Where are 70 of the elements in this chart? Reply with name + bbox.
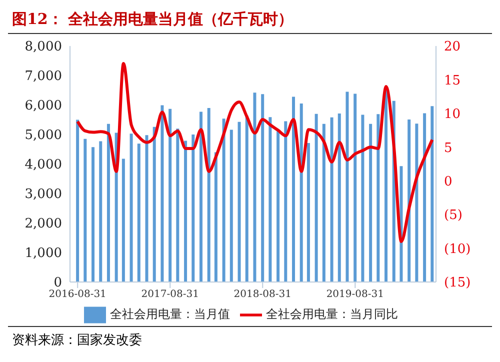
bar — [384, 90, 388, 282]
y2-tick-label: 10 — [444, 107, 461, 122]
bar — [245, 116, 248, 282]
y2-tick-label: 20 — [444, 40, 461, 55]
bar — [214, 152, 218, 282]
y-tick-label: 2,000 — [24, 216, 62, 232]
bar — [192, 134, 195, 282]
bar — [160, 105, 164, 282]
bar — [354, 94, 357, 282]
bar — [361, 114, 364, 282]
bar — [238, 122, 241, 282]
bar — [346, 92, 349, 282]
bar — [92, 147, 95, 282]
x-tick-label: 2017-08-31 — [141, 289, 199, 300]
chart-title: 图12： 全社会用电量当月值（亿千瓦时） — [8, 8, 492, 34]
bar — [184, 140, 188, 282]
bar — [145, 135, 148, 282]
bar — [430, 106, 434, 282]
bar — [376, 114, 380, 282]
bar — [176, 128, 180, 282]
bar — [122, 158, 125, 282]
y2-tick-label: 0 — [444, 174, 452, 190]
bar — [76, 120, 80, 282]
bar — [261, 94, 264, 282]
bar — [415, 124, 418, 282]
y2-tick-label: (15) — [444, 276, 471, 291]
legend-label: 全社会用电量：当月值 — [110, 307, 230, 322]
text: 资料来源：国家发改委 — [12, 332, 143, 349]
bar — [106, 124, 110, 282]
y2-tick-label: 15 — [444, 73, 461, 88]
bar — [276, 131, 280, 282]
bar — [292, 96, 296, 282]
bar — [152, 126, 156, 282]
bar — [268, 117, 272, 282]
bar — [369, 124, 372, 282]
bar — [222, 118, 226, 282]
bar — [130, 134, 133, 282]
bar — [322, 124, 326, 282]
bar — [253, 92, 256, 282]
x-tick-label: 2019-08-31 — [326, 289, 384, 300]
y-tick-label: 3,000 — [24, 187, 62, 202]
bar — [300, 104, 303, 282]
bar — [137, 144, 140, 282]
y-tick-label: 5,000 — [24, 128, 62, 144]
y2-tick-label: 5 — [444, 140, 452, 156]
x-tick-label: 2016-08-31 — [48, 289, 106, 300]
bar — [423, 113, 426, 282]
bar — [314, 114, 318, 282]
bar — [408, 119, 411, 282]
y2-tick-label: (5) — [444, 208, 462, 224]
x-tick-label: 2018-08-31 — [234, 289, 292, 300]
line-series — [76, 62, 434, 244]
y-tick-label: 0 — [54, 276, 62, 291]
bar — [84, 138, 87, 282]
bar — [306, 143, 310, 282]
bar — [338, 114, 341, 282]
bar — [207, 108, 210, 282]
y2-tick-label: (10) — [444, 242, 471, 257]
y-tick-label: 6,000 — [24, 98, 62, 114]
bar — [199, 112, 202, 282]
bar — [99, 141, 102, 282]
bar — [330, 117, 334, 282]
y-tick-label: 7,000 — [24, 69, 62, 84]
bar — [284, 121, 288, 282]
legend-label: 全社会用电量：当月同比 — [266, 307, 398, 322]
bar — [230, 130, 233, 282]
bar — [168, 108, 172, 282]
y-tick-label: 4,000 — [24, 158, 62, 173]
y-tick-label: 1,000 — [24, 246, 62, 262]
y-tick-label: 8,000 — [24, 40, 62, 55]
